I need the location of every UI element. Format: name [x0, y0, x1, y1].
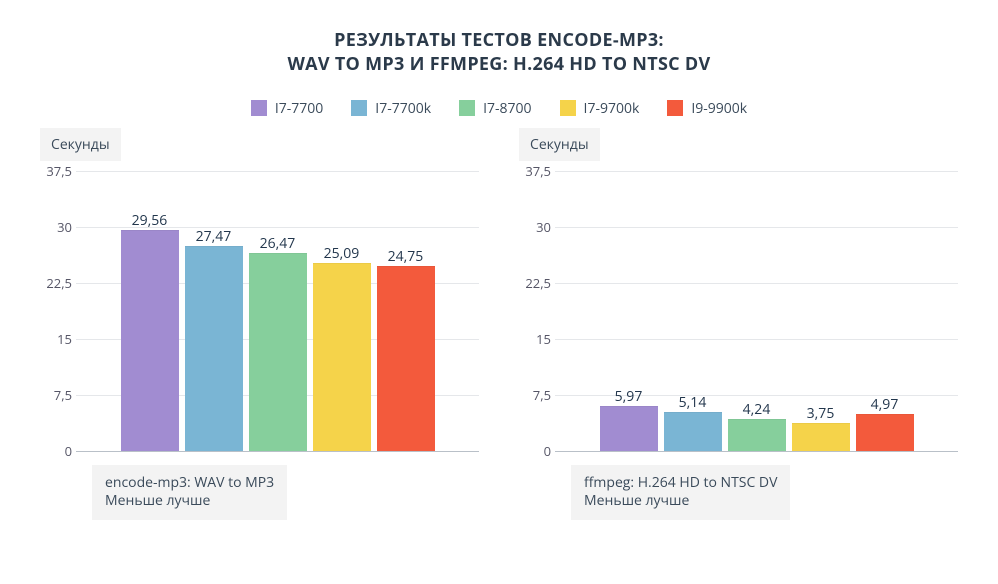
title-line-2: WAV TO MP3 И FFMPEG: H.264 HD TO NTSC DV	[287, 52, 710, 76]
bars: 29,5627,4726,4725,0924,75	[94, 171, 461, 451]
y-tick-label: 30	[511, 218, 551, 236]
bar-value-label: 5,14	[679, 393, 707, 412]
legend-item: I7-7700	[251, 99, 323, 118]
y-tick-label: 15	[511, 330, 551, 348]
x-axis-label: ffmpeg: H.264 HD to NTSC DVМеньше лучше	[571, 465, 790, 521]
y-tick-label: 7,5	[32, 386, 72, 404]
chart-panel: Секунды 07,51522,53037,55,975,144,243,754…	[519, 128, 958, 521]
gridline	[555, 451, 958, 452]
bar: 5,14	[664, 412, 722, 450]
bar-value-label: 3,75	[807, 404, 835, 423]
bars-wrap: 5,975,144,243,754,97	[555, 171, 958, 451]
legend-swatch	[351, 100, 367, 116]
bar: 3,75	[792, 423, 850, 451]
title-line-1: РЕЗУЛЬТАТЫ ТЕСТОВ ENCODE-MP3:	[334, 28, 664, 52]
legend-label: I7-9700k	[584, 99, 640, 118]
legend-item: I9-9900k	[667, 99, 747, 118]
legend-label: I7-7700	[275, 99, 323, 118]
y-tick-label: 22,5	[32, 274, 72, 292]
legend-swatch	[560, 100, 576, 116]
bar: 26,47	[249, 253, 307, 451]
x-label-line-1: ffmpeg: H.264 HD to NTSC DV	[584, 474, 777, 493]
y-axis-label: Секунды	[40, 128, 121, 161]
bar: 24,75	[377, 266, 435, 451]
bar: 4,97	[856, 414, 914, 451]
bars-wrap: 29,5627,4726,4725,0924,75	[76, 171, 479, 451]
legend-swatch	[251, 100, 267, 116]
x-label-line-1: encode-mp3: WAV to MP3	[105, 474, 274, 493]
bar: 27,47	[185, 246, 243, 451]
bar-value-label: 5,97	[615, 387, 643, 406]
y-ticks: 07,51522,53037,5	[511, 171, 551, 451]
bar-value-label: 24,75	[388, 247, 424, 266]
bar-value-label: 25,09	[324, 244, 360, 263]
bar-value-label: 27,47	[196, 227, 232, 246]
y-tick-label: 37,5	[511, 162, 551, 180]
bar: 5,97	[600, 406, 658, 451]
y-tick-label: 30	[32, 218, 72, 236]
y-tick-label: 22,5	[511, 274, 551, 292]
legend-item: I7-8700	[459, 99, 531, 118]
charts-row: Секунды07,51522,53037,529,5627,4726,4725…	[40, 128, 958, 521]
gridline	[76, 451, 479, 452]
chart-title: РЕЗУЛЬТАТЫ ТЕСТОВ ENCODE-MP3: WAV TO MP3…	[40, 28, 958, 77]
x-label-line-2: Меньше лучше	[584, 492, 777, 511]
legend-item: I7-9700k	[560, 99, 640, 118]
legend-item: I7-7700k	[351, 99, 431, 118]
y-ticks: 07,51522,53037,5	[32, 171, 72, 451]
bar: 25,09	[313, 263, 371, 450]
y-tick-label: 0	[32, 442, 72, 460]
plot-area: 07,51522,53037,529,5627,4726,4725,0924,7…	[76, 171, 479, 451]
legend-label: I9-9900k	[691, 99, 747, 118]
legend-label: I7-7700k	[375, 99, 431, 118]
chart-container: РЕЗУЛЬТАТЫ ТЕСТОВ ENCODE-MP3: WAV TO MP3…	[0, 0, 998, 540]
plot-area: 07,51522,53037,55,975,144,243,754,97	[555, 171, 958, 451]
x-label-line-2: Меньше лучше	[105, 492, 274, 511]
bar-value-label: 4,97	[871, 395, 899, 414]
bars: 5,975,144,243,754,97	[573, 171, 940, 451]
legend-swatch	[667, 100, 683, 116]
y-tick-label: 7,5	[511, 386, 551, 404]
y-tick-label: 0	[511, 442, 551, 460]
legend-swatch	[459, 100, 475, 116]
legend-label: I7-8700	[483, 99, 531, 118]
bar: 29,56	[121, 230, 179, 451]
bar-value-label: 26,47	[260, 234, 296, 253]
bar: 4,24	[728, 419, 786, 451]
chart-panel: Секунды 07,51522,53037,529,5627,4726,4725…	[40, 128, 479, 521]
bar-value-label: 4,24	[743, 400, 771, 419]
x-axis-label: encode-mp3: WAV to MP3Меньше лучше	[92, 465, 287, 521]
bar-value-label: 29,56	[132, 211, 168, 230]
y-tick-label: 15	[32, 330, 72, 348]
legend: I7-7700 I7-7700k I7-8700 I7-9700k I9-9900k	[40, 99, 958, 118]
y-tick-label: 37,5	[32, 162, 72, 180]
y-axis-label: Секунды	[519, 128, 600, 161]
